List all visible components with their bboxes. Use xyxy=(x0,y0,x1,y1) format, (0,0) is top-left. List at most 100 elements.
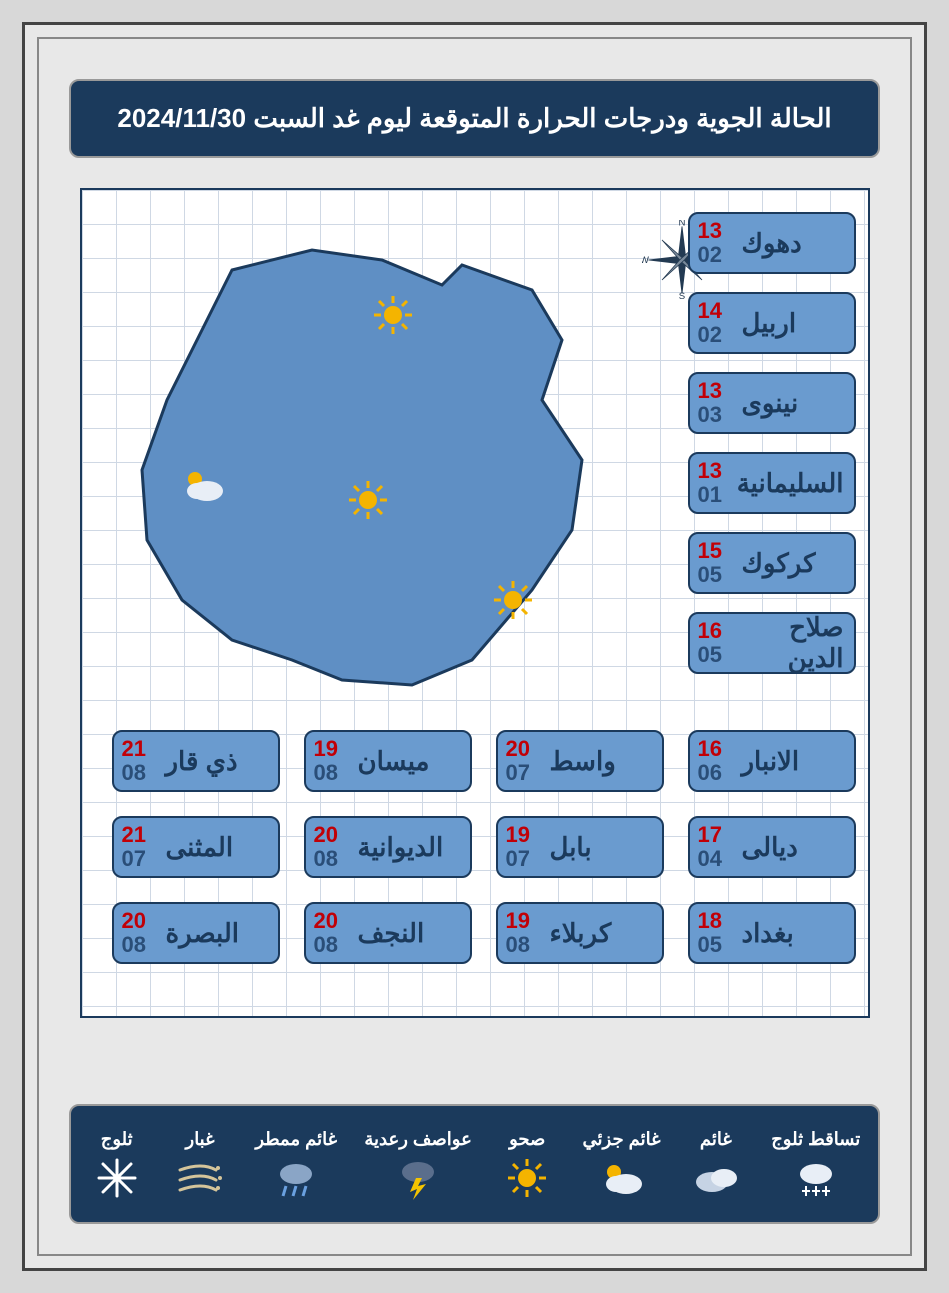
inner-frame: الحالة الجوية ودرجات الحرارة المتوقعة لي… xyxy=(37,37,912,1256)
temp-high: 20 xyxy=(314,823,358,847)
temp-high: 16 xyxy=(698,737,742,761)
legend-label: غائم xyxy=(700,1129,732,1150)
city-card-g2-1: 19 08 كربلاء xyxy=(496,902,664,964)
city-card-r3: 13 01 السليمانية xyxy=(688,452,856,514)
city-name: السليمانية xyxy=(737,454,854,512)
legend-item-rainy: غائم ممطر xyxy=(255,1129,337,1200)
temp-low: 04 xyxy=(698,847,742,871)
city-card-g0-1: 20 07 واسط xyxy=(496,730,664,792)
city-name: صلاح الدين xyxy=(742,614,854,672)
temp-high: 13 xyxy=(698,379,742,403)
city-card-g2-2: 20 08 النجف xyxy=(304,902,472,964)
city-name: نينوى xyxy=(742,374,854,432)
city-name: دهوك xyxy=(742,214,854,272)
temp-high: 13 xyxy=(698,459,737,483)
header-bar: الحالة الجوية ودرجات الحرارة المتوقعة لي… xyxy=(69,79,880,158)
city-card-r4: 15 05 كركوك xyxy=(688,532,856,594)
city-name: بغداد xyxy=(742,904,854,962)
city-name: واسط xyxy=(550,732,662,790)
compass-n: N xyxy=(678,220,685,229)
legend-label: غبار xyxy=(186,1129,215,1150)
city-card-g1-1: 19 07 بابل xyxy=(496,816,664,878)
city-card-g0-3: 21 08 ذي قار xyxy=(112,730,280,792)
legend-item-snowflake: ثلوج xyxy=(89,1129,145,1200)
temp-low: 05 xyxy=(698,563,742,587)
dust-icon xyxy=(172,1156,228,1200)
temp-low: 08 xyxy=(122,761,166,785)
city-card-g0-2: 19 08 ميسان xyxy=(304,730,472,792)
city-card-g1-3: 21 07 المثنى xyxy=(112,816,280,878)
temp-low: 08 xyxy=(314,933,358,957)
legend-bar: تساقط ثلوج غائم غائم جزئي صحو عواصف رعدي… xyxy=(69,1104,880,1224)
temp-high: 18 xyxy=(698,909,742,933)
city-card-g1-0: 17 04 ديالى xyxy=(688,816,856,878)
city-name: المثنى xyxy=(166,818,278,876)
cloudy-icon xyxy=(688,1156,744,1200)
temp-low: 07 xyxy=(122,847,166,871)
temp-low: 03 xyxy=(698,403,742,427)
temp-low: 08 xyxy=(122,933,166,957)
header-title: الحالة الجوية ودرجات الحرارة المتوقعة لي… xyxy=(117,103,831,133)
city-name: ميسان xyxy=(358,732,470,790)
map-panel: N S E W 13 02 xyxy=(80,188,870,1018)
city-name: اربيل xyxy=(742,294,854,352)
legend-label: غائم ممطر xyxy=(255,1129,337,1150)
temp-low: 08 xyxy=(314,761,358,785)
temp-high: 19 xyxy=(506,823,550,847)
city-name: النجف xyxy=(358,904,470,962)
temp-low: 02 xyxy=(698,323,742,347)
legend-label: عواصف رعدية xyxy=(364,1129,472,1150)
snow-cloud-icon xyxy=(788,1156,844,1200)
partly-cloudy-icon xyxy=(594,1156,650,1200)
temp-low: 08 xyxy=(314,847,358,871)
city-card-r5: 16 05 صلاح الدين xyxy=(688,612,856,674)
temp-low: 08 xyxy=(506,933,550,957)
city-name: كربلاء xyxy=(550,904,662,962)
temp-high: 16 xyxy=(698,619,742,643)
compass-w: W xyxy=(642,255,650,266)
temp-low: 07 xyxy=(506,847,550,871)
temp-high: 13 xyxy=(698,219,742,243)
city-name: البصرة xyxy=(166,904,278,962)
temp-low: 06 xyxy=(698,761,742,785)
temp-high: 21 xyxy=(122,823,166,847)
snowflake-icon xyxy=(89,1156,145,1200)
legend-label: غائم جزئي xyxy=(583,1129,661,1150)
temp-high: 17 xyxy=(698,823,742,847)
temp-low: 05 xyxy=(698,933,742,957)
legend-label: تساقط ثلوج xyxy=(771,1129,860,1150)
legend-item-partly-cloudy: غائم جزئي xyxy=(583,1129,661,1200)
temp-high: 14 xyxy=(698,299,742,323)
temp-high: 19 xyxy=(314,737,358,761)
city-name: كركوك xyxy=(742,534,854,592)
partly-cloudy-icon xyxy=(175,463,219,507)
temp-low: 05 xyxy=(698,643,742,667)
city-card-g2-3: 20 08 البصرة xyxy=(112,902,280,964)
city-card-g1-2: 20 08 الديوانية xyxy=(304,816,472,878)
legend-item-snow-cloud: تساقط ثلوج xyxy=(771,1129,860,1200)
legend-item-dust: غبار xyxy=(172,1129,228,1200)
city-card-r1: 14 02 اربيل xyxy=(688,292,856,354)
rainy-icon xyxy=(268,1156,324,1200)
sunny-icon xyxy=(499,1156,555,1200)
city-name: الانبار xyxy=(742,732,854,790)
legend-label: صحو xyxy=(509,1129,545,1150)
outer-frame: الحالة الجوية ودرجات الحرارة المتوقعة لي… xyxy=(22,22,927,1271)
temp-low: 02 xyxy=(698,243,742,267)
city-name: ذي قار xyxy=(166,732,278,790)
city-name: بابل xyxy=(550,818,662,876)
city-name: ديالى xyxy=(742,818,854,876)
city-card-r2: 13 03 نينوى xyxy=(688,372,856,434)
temp-high: 21 xyxy=(122,737,166,761)
temp-high: 15 xyxy=(698,539,742,563)
sun-icon xyxy=(365,293,409,337)
sun-icon xyxy=(340,478,384,522)
legend-label: ثلوج xyxy=(101,1129,133,1150)
legend-item-sunny: صحو xyxy=(499,1129,555,1200)
temp-high: 20 xyxy=(122,909,166,933)
legend-item-cloudy: غائم xyxy=(688,1129,744,1200)
sun-icon xyxy=(485,578,529,622)
temp-low: 07 xyxy=(506,761,550,785)
legend-item-thunder: عواصف رعدية xyxy=(364,1129,472,1200)
temp-high: 19 xyxy=(506,909,550,933)
